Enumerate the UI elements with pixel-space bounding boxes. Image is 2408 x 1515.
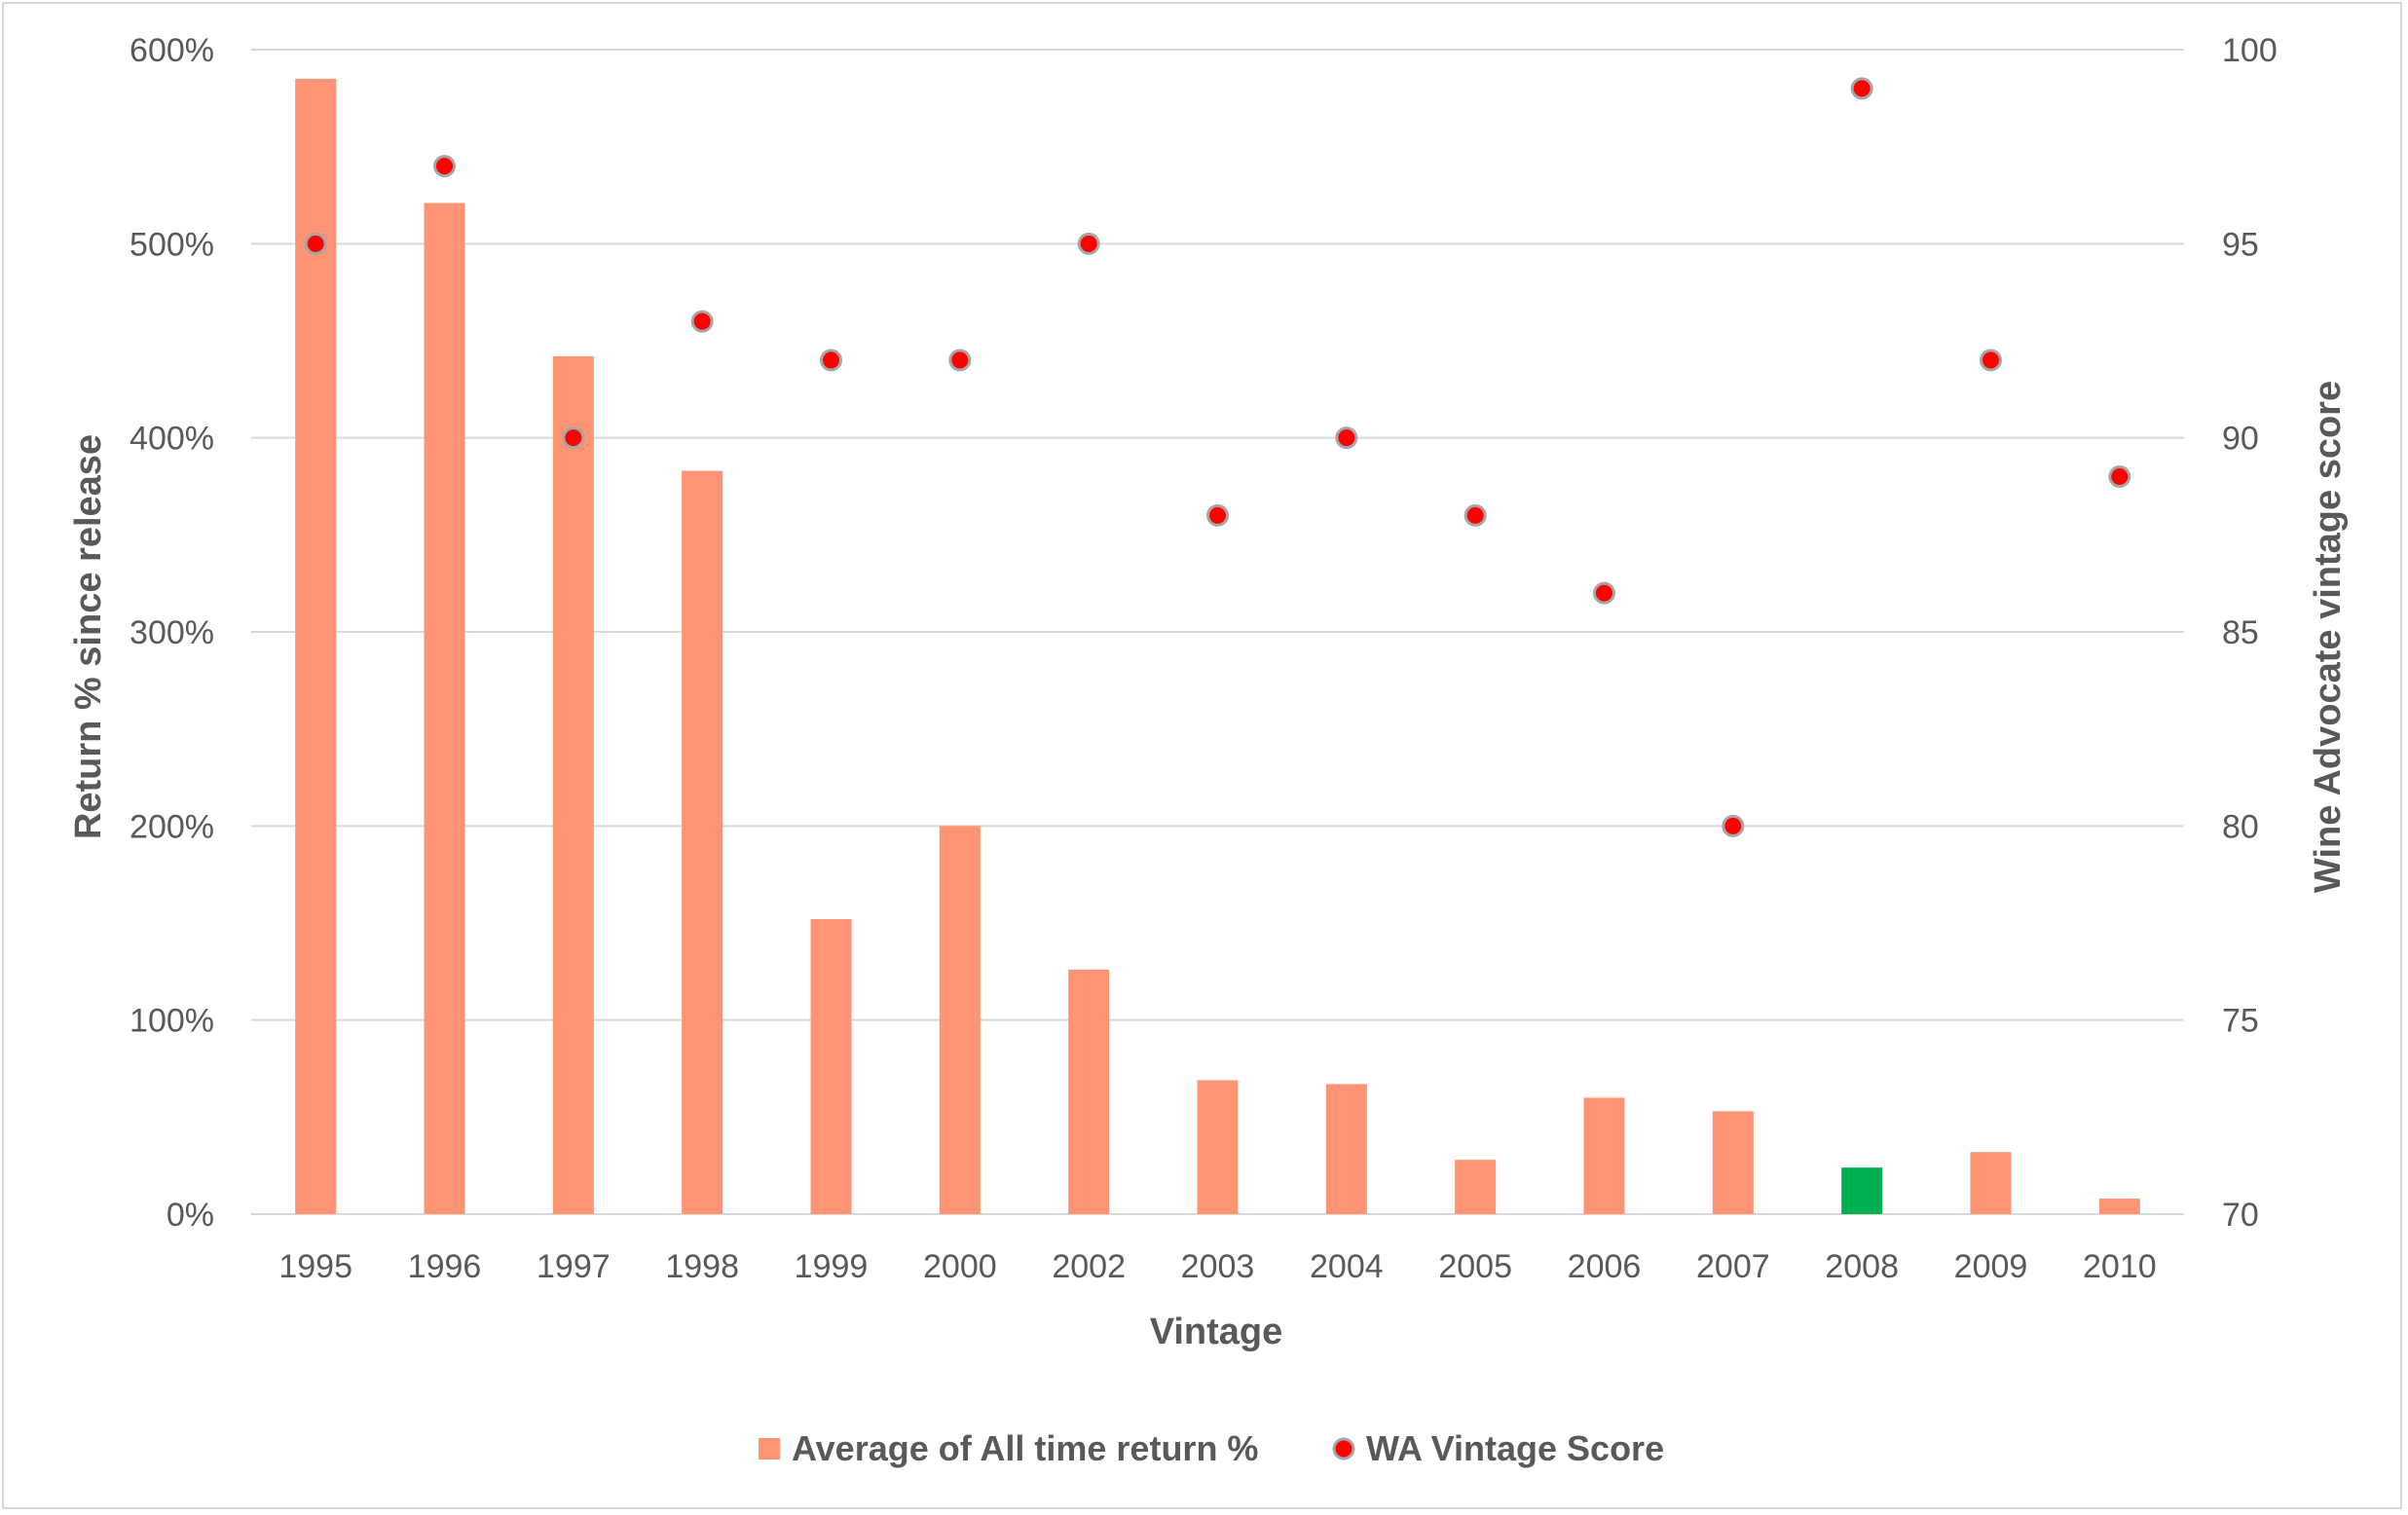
point-2007 — [1722, 814, 1745, 837]
point-2000 — [948, 349, 972, 372]
y2-tick-label: 80 — [2222, 808, 2259, 845]
bar-2003 — [1197, 1080, 1239, 1214]
x-tick-label: 2002 — [1052, 1248, 1126, 1285]
x-tick-label: 2000 — [923, 1248, 997, 1285]
y-tick-label: 500% — [130, 226, 214, 263]
x-tick-label: 1998 — [665, 1248, 739, 1285]
scatter-series — [304, 77, 2131, 837]
point-2004 — [1335, 426, 1358, 450]
x-tick-label: 2008 — [1825, 1248, 1899, 1285]
bar-1995 — [295, 78, 337, 1214]
y2-tick-label: 100 — [2222, 32, 2278, 69]
y-tick-label: 0% — [167, 1197, 214, 1234]
left-axis-ticks: 0% 100% 200% 300% 400% 500% 600% — [130, 32, 214, 1234]
y2-axis-title: Wine Advocate vintage score — [2308, 381, 2349, 893]
legend-swatch-points — [1332, 1437, 1355, 1460]
legend-swatch-bars — [759, 1438, 780, 1460]
bar-1996 — [424, 203, 465, 1214]
x-axis-ticks: 1995 1996 1997 1998 1999 2000 2002 2003 2004 2005… — [278, 1248, 2156, 1285]
bar-2010 — [2098, 1199, 2140, 1214]
point-1998 — [690, 310, 714, 333]
legend: Average of All time return % WA Vintage … — [759, 1428, 1664, 1468]
bar-1998 — [682, 470, 723, 1214]
point-2002 — [1077, 232, 1100, 255]
gridlines — [251, 49, 2184, 1215]
x-tick-label: 1996 — [408, 1248, 482, 1285]
bar-2005 — [1455, 1160, 1497, 1214]
x-tick-label: 2003 — [1181, 1248, 1255, 1285]
x-tick-label: 2005 — [1438, 1248, 1512, 1285]
x-tick-label: 2010 — [2083, 1248, 2157, 1285]
right-axis-ticks: 70 75 80 85 90 95 100 — [2222, 32, 2278, 1234]
y-axis-title: Return % since release — [68, 434, 109, 839]
legend-label-points: WA Vintage Score — [1366, 1428, 1664, 1468]
point-1995 — [304, 232, 327, 255]
x-tick-label: 2007 — [1696, 1248, 1770, 1285]
point-1997 — [562, 426, 585, 450]
point-1996 — [433, 155, 456, 178]
x-axis-title: Vintage — [1150, 1312, 1283, 1352]
bar-1997 — [552, 355, 594, 1214]
bar-2004 — [1325, 1084, 1367, 1214]
bar-2009 — [1970, 1152, 2012, 1214]
point-2009 — [1980, 349, 2002, 372]
bar-2002 — [1068, 969, 1110, 1214]
bar-2000 — [939, 826, 981, 1214]
point-2008 — [1850, 77, 1873, 100]
point-2003 — [1206, 503, 1229, 527]
y-tick-label: 100% — [130, 1003, 214, 1040]
x-tick-label: 2006 — [1568, 1248, 1642, 1285]
y2-tick-label: 85 — [2222, 614, 2259, 651]
y2-tick-label: 95 — [2222, 226, 2259, 263]
y-tick-label: 400% — [130, 421, 214, 458]
bar-2007 — [1712, 1111, 1754, 1214]
point-2006 — [1593, 581, 1615, 605]
y-tick-label: 300% — [130, 614, 214, 651]
x-tick-label: 2004 — [1310, 1248, 1384, 1285]
x-tick-label: 1999 — [795, 1248, 869, 1285]
x-tick-label: 1997 — [537, 1248, 611, 1285]
y2-tick-label: 90 — [2222, 421, 2259, 458]
point-2010 — [2108, 465, 2131, 489]
point-2005 — [1463, 503, 1487, 527]
legend-label-bars: Average of All time return % — [792, 1428, 1258, 1468]
bar-2006 — [1583, 1097, 1625, 1214]
x-tick-label: 1995 — [278, 1248, 352, 1285]
y2-tick-label: 75 — [2222, 1003, 2259, 1040]
y-tick-label: 200% — [130, 808, 214, 845]
y2-tick-label: 70 — [2222, 1197, 2259, 1234]
x-tick-label: 2009 — [1954, 1248, 2028, 1285]
bar-2008 — [1841, 1167, 1883, 1214]
bar-series — [295, 78, 2140, 1214]
y-tick-label: 600% — [130, 32, 214, 69]
point-1999 — [820, 349, 842, 372]
bar-1999 — [810, 919, 852, 1214]
